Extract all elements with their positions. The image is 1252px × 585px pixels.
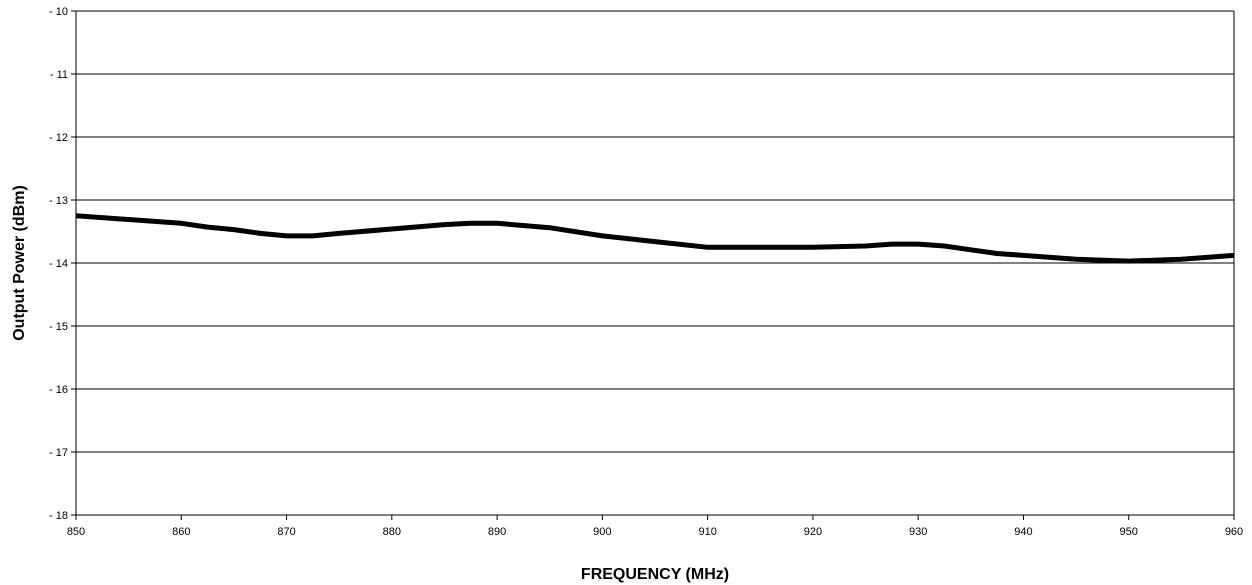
x-tick-label: 910: [698, 526, 716, 538]
y-tick-label: - 13: [49, 195, 68, 207]
x-tick-label: 920: [804, 526, 822, 538]
x-ticks: 850 860 870 880 890 900 910 920 930 940 950 960: [67, 515, 1243, 538]
series-line-output-power: [75, 213, 1235, 264]
y-tick-label: - 12: [49, 132, 68, 144]
x-tick-label: 940: [1014, 526, 1032, 538]
y-tick-label: - 18: [49, 510, 68, 522]
y-tick-label: - 11: [50, 69, 68, 81]
x-tick-label: 930: [909, 526, 927, 538]
y-tick-label: - 17: [49, 447, 68, 459]
x-axis-title: FREQUENCY (MHz): [581, 566, 729, 583]
x-tick-label: 880: [383, 526, 401, 538]
x-tick-label: 950: [1120, 526, 1138, 538]
y-tick-label: - 16: [49, 384, 68, 396]
x-tick-label: 900: [593, 526, 611, 538]
x-tick-label: 860: [172, 526, 190, 538]
y-tick-label: - 14: [49, 258, 68, 270]
x-tick-label: 870: [277, 526, 295, 538]
x-tick-label: 890: [488, 526, 506, 538]
x-tick-label: 960: [1225, 526, 1243, 538]
y-axis-title: Output Power (dBm): [11, 185, 28, 341]
y-ticks: - 10 - 11 - 12 - 13 - 14 - 15 - 16 - 17 - 18: [49, 6, 76, 522]
y-tick-label: - 15: [49, 321, 68, 333]
x-tick-label: 850: [67, 526, 85, 538]
y-tick-label: - 10: [49, 6, 68, 18]
